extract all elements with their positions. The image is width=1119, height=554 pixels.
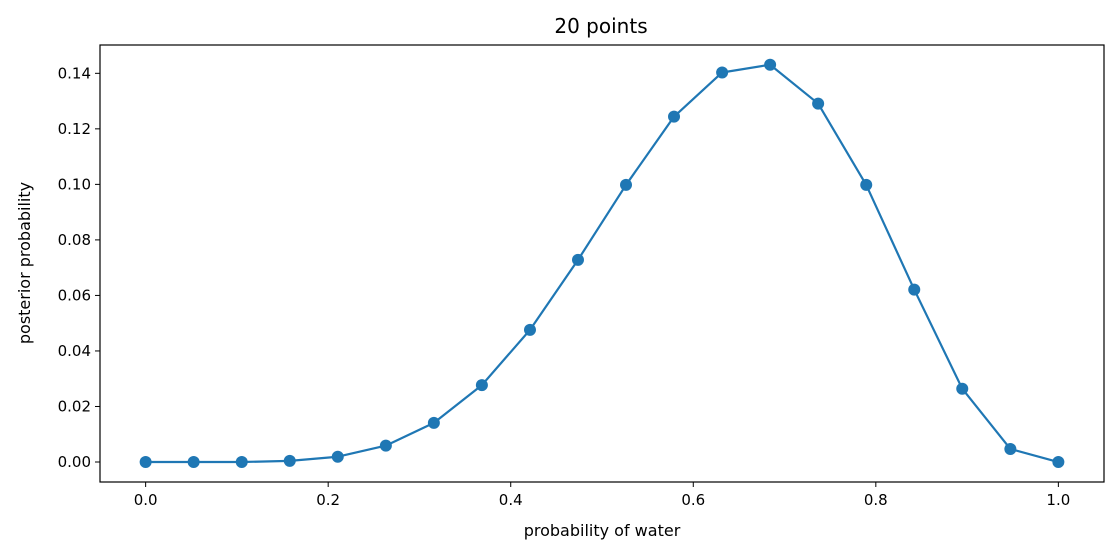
x-axis: 0.0 0.2 0.4 0.6 0.8 1.0 bbox=[134, 482, 1070, 509]
series-group bbox=[139, 58, 1065, 469]
y-tick-label: 0.08 bbox=[58, 231, 91, 249]
y-tick-label: 0.00 bbox=[58, 453, 91, 471]
chart-title: 20 points bbox=[554, 14, 647, 38]
x-tick-label: 0.0 bbox=[134, 491, 158, 509]
data-point bbox=[764, 58, 777, 71]
data-point bbox=[139, 456, 152, 469]
y-axis: 0.00 0.02 0.04 0.06 0.08 0.10 0.12 0.14 bbox=[58, 64, 100, 471]
data-point bbox=[331, 450, 344, 463]
data-point bbox=[668, 110, 681, 123]
data-point bbox=[379, 439, 392, 452]
data-point bbox=[475, 379, 488, 392]
x-tick-label: 0.2 bbox=[316, 491, 340, 509]
data-point bbox=[812, 97, 825, 110]
y-axis-label: posterior probability bbox=[15, 182, 34, 344]
plot-frame bbox=[99, 44, 1105, 483]
data-point bbox=[908, 283, 921, 296]
y-tick-label: 0.12 bbox=[58, 120, 91, 138]
data-point bbox=[523, 323, 536, 336]
data-point bbox=[1052, 456, 1065, 469]
data-point bbox=[235, 456, 248, 469]
y-tick-label: 0.02 bbox=[58, 397, 91, 415]
y-tick-label: 0.04 bbox=[58, 342, 91, 360]
y-tick-label: 0.10 bbox=[58, 175, 91, 193]
data-point bbox=[956, 382, 969, 395]
series-line bbox=[145, 63, 1059, 464]
x-tick-label: 0.6 bbox=[681, 491, 705, 509]
data-point bbox=[427, 416, 440, 429]
data-point bbox=[716, 66, 729, 79]
x-tick-label: 1.0 bbox=[1046, 491, 1070, 509]
data-point bbox=[860, 178, 873, 191]
y-tick-label: 0.14 bbox=[58, 64, 91, 82]
data-point bbox=[283, 454, 296, 467]
x-tick-label: 0.8 bbox=[864, 491, 888, 509]
x-axis-label: probability of water bbox=[524, 521, 681, 540]
data-point bbox=[1004, 442, 1017, 455]
x-tick-label: 0.4 bbox=[499, 491, 523, 509]
data-point bbox=[571, 253, 584, 266]
data-point bbox=[187, 456, 200, 469]
data-point bbox=[620, 178, 633, 191]
y-tick-label: 0.06 bbox=[58, 286, 91, 304]
